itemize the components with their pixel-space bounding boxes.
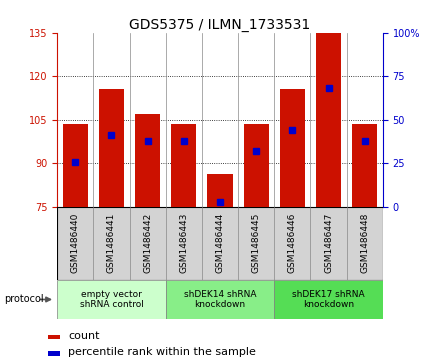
Bar <box>48 351 60 356</box>
Text: shDEK17 shRNA
knockdown: shDEK17 shRNA knockdown <box>292 290 365 309</box>
Bar <box>48 335 60 339</box>
Bar <box>57 280 166 319</box>
Text: GSM1486440: GSM1486440 <box>71 213 80 273</box>
Text: GSM1486447: GSM1486447 <box>324 213 333 273</box>
Bar <box>135 114 160 207</box>
Bar <box>274 280 383 319</box>
Title: GDS5375 / ILMN_1733531: GDS5375 / ILMN_1733531 <box>129 18 311 32</box>
Text: GSM1486443: GSM1486443 <box>180 213 188 273</box>
Text: shDEK14 shRNA
knockdown: shDEK14 shRNA knockdown <box>184 290 256 309</box>
Bar <box>62 124 88 207</box>
Text: empty vector
shRNA control: empty vector shRNA control <box>80 290 143 309</box>
Text: GSM1486445: GSM1486445 <box>252 213 260 273</box>
Bar <box>280 89 305 207</box>
Text: protocol: protocol <box>4 294 44 305</box>
Bar <box>207 174 233 207</box>
Bar <box>171 124 197 207</box>
Bar <box>99 89 124 207</box>
Text: GSM1486446: GSM1486446 <box>288 213 297 273</box>
Text: GSM1486441: GSM1486441 <box>107 213 116 273</box>
Bar <box>243 124 269 207</box>
Text: percentile rank within the sample: percentile rank within the sample <box>69 347 257 358</box>
Bar <box>316 33 341 207</box>
Text: GSM1486442: GSM1486442 <box>143 213 152 273</box>
Bar <box>352 124 378 207</box>
Text: GSM1486444: GSM1486444 <box>216 213 224 273</box>
Text: count: count <box>69 331 100 341</box>
Text: GSM1486448: GSM1486448 <box>360 213 369 273</box>
Bar <box>166 280 274 319</box>
